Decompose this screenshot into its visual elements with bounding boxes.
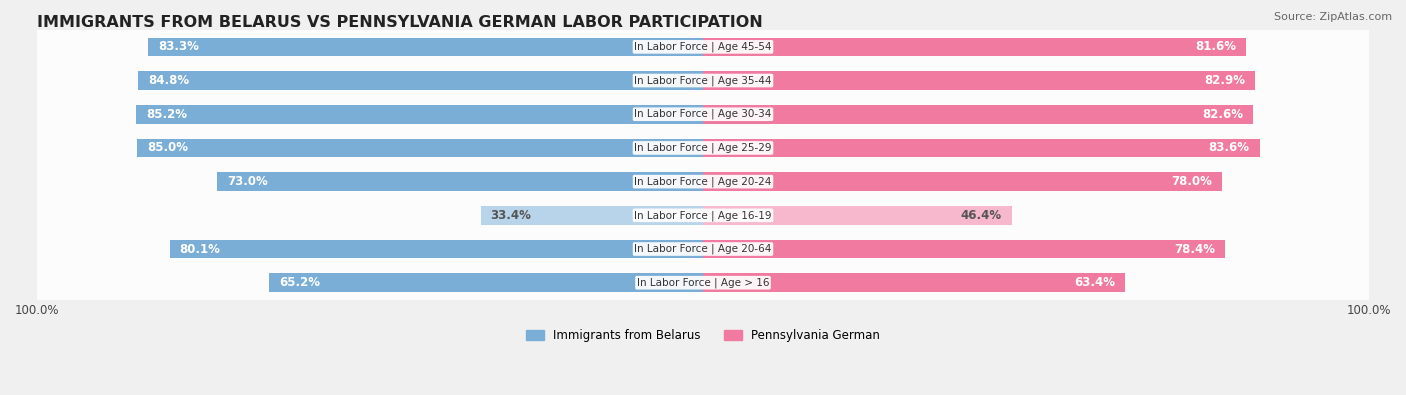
Text: 78.0%: 78.0% bbox=[1171, 175, 1212, 188]
Bar bbox=[703, 206, 1012, 225]
Bar bbox=[217, 172, 703, 191]
Bar bbox=[138, 71, 703, 90]
Text: In Labor Force | Age 35-44: In Labor Force | Age 35-44 bbox=[634, 75, 772, 86]
Text: 78.4%: 78.4% bbox=[1174, 243, 1215, 256]
Bar bbox=[703, 172, 1222, 191]
Text: Source: ZipAtlas.com: Source: ZipAtlas.com bbox=[1274, 12, 1392, 22]
Text: 82.9%: 82.9% bbox=[1204, 74, 1244, 87]
Bar bbox=[37, 64, 1369, 98]
Text: In Labor Force | Age 30-34: In Labor Force | Age 30-34 bbox=[634, 109, 772, 119]
Text: In Labor Force | Age 45-54: In Labor Force | Age 45-54 bbox=[634, 41, 772, 52]
Text: 73.0%: 73.0% bbox=[226, 175, 267, 188]
Text: 46.4%: 46.4% bbox=[960, 209, 1002, 222]
Bar bbox=[703, 71, 1256, 90]
Bar bbox=[37, 98, 1369, 131]
Text: 85.0%: 85.0% bbox=[148, 141, 188, 154]
Bar bbox=[481, 206, 703, 225]
Text: In Labor Force | Age 20-64: In Labor Force | Age 20-64 bbox=[634, 244, 772, 254]
Bar bbox=[37, 30, 1369, 64]
Bar bbox=[37, 266, 1369, 299]
Text: In Labor Force | Age > 16: In Labor Force | Age > 16 bbox=[637, 277, 769, 288]
Text: 85.2%: 85.2% bbox=[146, 108, 187, 121]
Text: In Labor Force | Age 20-24: In Labor Force | Age 20-24 bbox=[634, 177, 772, 187]
Text: 83.6%: 83.6% bbox=[1209, 141, 1250, 154]
Text: 63.4%: 63.4% bbox=[1074, 276, 1115, 289]
Text: 33.4%: 33.4% bbox=[491, 209, 531, 222]
Text: 80.1%: 80.1% bbox=[180, 243, 221, 256]
Bar bbox=[703, 273, 1125, 292]
Bar bbox=[149, 38, 703, 56]
Bar bbox=[37, 232, 1369, 266]
Text: In Labor Force | Age 16-19: In Labor Force | Age 16-19 bbox=[634, 210, 772, 220]
Bar bbox=[37, 165, 1369, 198]
Bar bbox=[703, 38, 1246, 56]
Bar bbox=[703, 240, 1225, 258]
Text: 82.6%: 82.6% bbox=[1202, 108, 1243, 121]
Text: IMMIGRANTS FROM BELARUS VS PENNSYLVANIA GERMAN LABOR PARTICIPATION: IMMIGRANTS FROM BELARUS VS PENNSYLVANIA … bbox=[37, 15, 763, 30]
Bar bbox=[37, 198, 1369, 232]
Bar bbox=[703, 105, 1253, 124]
Text: 65.2%: 65.2% bbox=[278, 276, 321, 289]
Bar bbox=[269, 273, 703, 292]
Bar bbox=[170, 240, 703, 258]
Bar bbox=[136, 105, 703, 124]
Text: 83.3%: 83.3% bbox=[159, 40, 200, 53]
Legend: Immigrants from Belarus, Pennsylvania German: Immigrants from Belarus, Pennsylvania Ge… bbox=[526, 329, 880, 342]
Bar bbox=[37, 131, 1369, 165]
Bar bbox=[138, 139, 703, 157]
Text: 81.6%: 81.6% bbox=[1195, 40, 1236, 53]
Text: 84.8%: 84.8% bbox=[149, 74, 190, 87]
Bar bbox=[703, 139, 1260, 157]
Text: In Labor Force | Age 25-29: In Labor Force | Age 25-29 bbox=[634, 143, 772, 153]
